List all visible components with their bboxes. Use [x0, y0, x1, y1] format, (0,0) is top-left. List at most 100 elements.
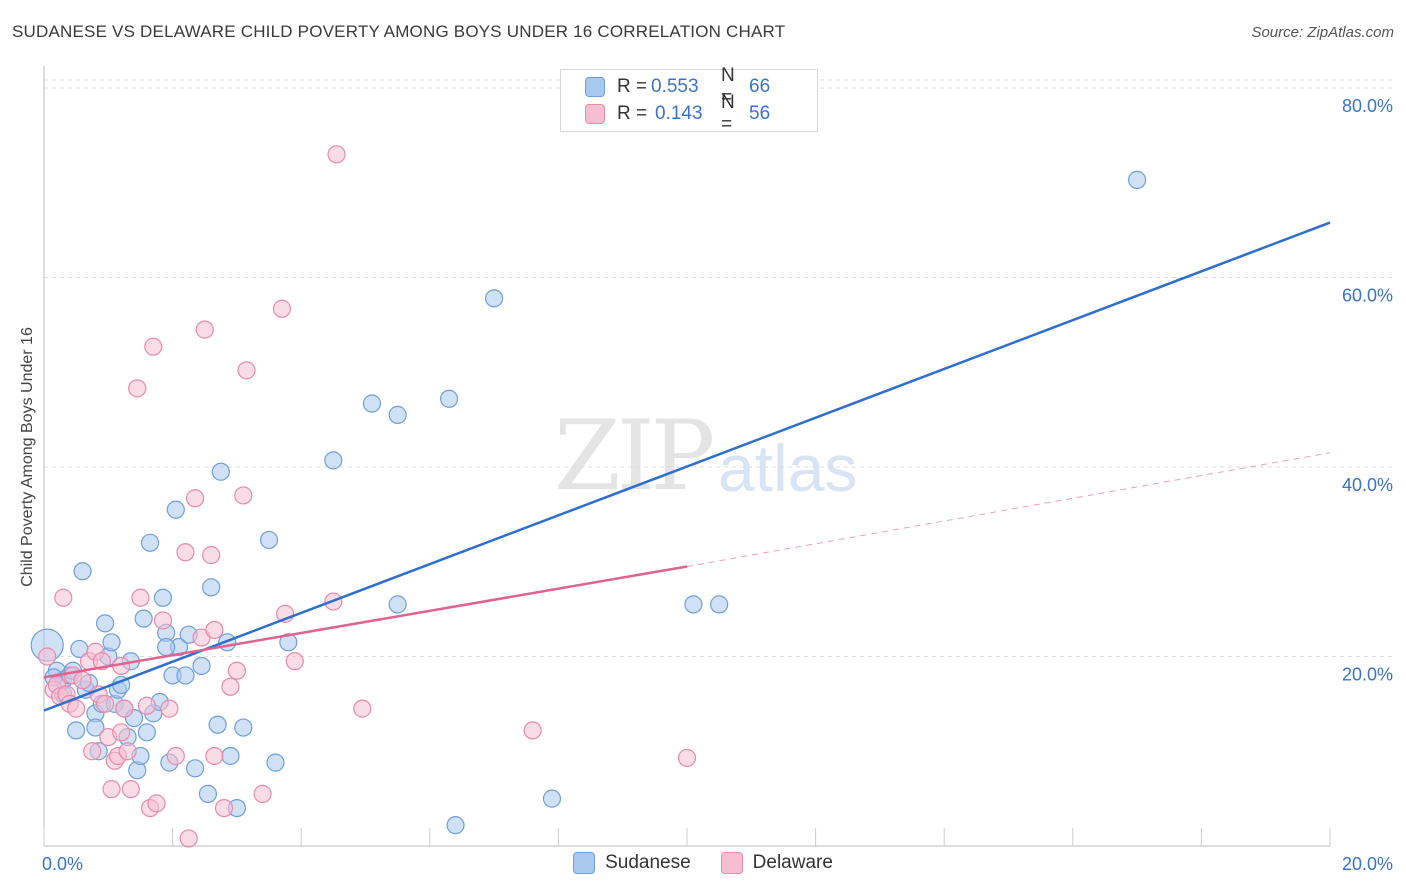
delaware-point: [67, 699, 86, 718]
sudanese-point: [208, 715, 227, 734]
legend-row-sudanese: R = 0.553 N = 66: [585, 65, 771, 108]
correlation-legend: R = 0.553 N = 66 R = 0.143 N = 56: [560, 65, 818, 135]
watermark-zip: ZIP: [554, 400, 715, 512]
delaware-point: [160, 699, 179, 718]
delaware-point: [205, 746, 224, 766]
delaware-point: [147, 794, 166, 813]
n-value: 56: [749, 103, 771, 124]
delaware-point: [118, 742, 137, 761]
sudanese-point: [388, 595, 407, 614]
sudanese-point: [86, 718, 105, 737]
delaware-point: [176, 543, 195, 562]
delaware-point: [227, 661, 246, 680]
sudanese-point: [102, 633, 121, 652]
delaware-point: [221, 677, 240, 696]
delaware-point: [38, 647, 57, 666]
r-label: R =: [617, 103, 648, 124]
delaware-point: [73, 671, 92, 690]
y-tick-label: 80.0%: [1342, 96, 1393, 116]
delaware-point: [128, 379, 147, 398]
delaware-point: [131, 588, 150, 607]
sudanese-point: [134, 609, 153, 628]
delaware-point: [115, 699, 134, 718]
sudanese-point: [176, 666, 195, 685]
r-label: R =: [617, 76, 648, 97]
sudanese-trend-line: [43, 221, 1331, 712]
delaware-point: [95, 694, 115, 713]
delaware-point: [121, 780, 140, 799]
delaware-point: [234, 486, 253, 505]
legend-row-delaware: R = 0.143 N = 56: [585, 92, 771, 135]
delaware-point: [54, 588, 73, 607]
delaware-point: [237, 361, 256, 380]
sudanese-point: [446, 816, 465, 835]
legend-item-sudanese[interactable]: Sudanese: [573, 852, 691, 874]
delaware-point: [253, 784, 272, 803]
sudanese-point: [153, 588, 173, 607]
delaware-swatch: [720, 852, 743, 874]
sudanese-point: [710, 595, 729, 614]
sudanese-point: [221, 746, 240, 766]
sudanese-point: [1127, 170, 1147, 190]
legend-label: Sudanese: [605, 852, 691, 873]
sudanese-point: [234, 718, 253, 737]
sudanese-point: [140, 533, 160, 552]
sudanese-point: [211, 462, 230, 481]
sudanese-point: [157, 637, 176, 657]
y-tick-label: 20.0%: [1342, 665, 1393, 685]
delaware-point: [353, 699, 372, 718]
delaware-trend-extension: [686, 452, 1331, 567]
delaware-point: [195, 320, 214, 339]
sudanese-point: [684, 595, 703, 614]
delaware-point: [272, 299, 292, 318]
x-tick-label: 20.0%: [1342, 854, 1393, 874]
n-label: N =: [721, 65, 735, 108]
delaware-point: [83, 742, 102, 761]
sudanese-point: [186, 759, 205, 778]
delaware-point: [285, 652, 304, 671]
delaware-point: [153, 611, 173, 630]
sudanese-swatch: [573, 852, 596, 874]
sudanese-point: [67, 721, 86, 740]
r-value: 0.553: [651, 76, 699, 97]
sudanese-point: [439, 389, 459, 408]
sudanese-point: [542, 789, 562, 808]
x-tick-label: 0.0%: [42, 854, 83, 874]
delaware-point: [186, 489, 205, 508]
delaware-point: [214, 798, 234, 818]
delaware-point: [112, 723, 131, 742]
sudanese-point: [485, 289, 504, 308]
n-label: N =: [721, 92, 735, 135]
delaware-point: [166, 746, 185, 766]
y-tick-label: 60.0%: [1342, 286, 1393, 306]
sudanese-point: [324, 451, 343, 470]
series-legend: Sudanese Delaware: [0, 852, 1406, 874]
watermark-atlas: atlas: [718, 431, 858, 505]
delaware-point: [205, 620, 224, 640]
n-value: 66: [749, 76, 771, 97]
delaware-point: [677, 748, 697, 767]
sudanese-point: [202, 578, 221, 597]
legend-item-delaware[interactable]: Delaware: [720, 852, 833, 874]
sudanese-swatch: [585, 77, 605, 97]
source-label: Source: ZipAtlas.com: [1251, 24, 1394, 41]
delaware-point: [523, 721, 542, 740]
r-value: 0.143: [655, 103, 703, 124]
sudanese-point: [388, 405, 407, 424]
legend-label: Delaware: [752, 852, 833, 873]
delaware-swatch: [585, 104, 605, 124]
sudanese-point: [279, 633, 298, 652]
delaware-trend-line: [43, 565, 688, 679]
delaware-point: [144, 337, 163, 356]
sudanese-point: [95, 614, 115, 633]
delaware-point: [102, 780, 121, 799]
chart-title: SUDANESE VS DELAWARE CHILD POVERTY AMONG…: [12, 22, 786, 41]
delaware-point: [327, 145, 346, 164]
sudanese-point: [73, 562, 92, 581]
sudanese-point: [259, 530, 279, 550]
delaware-point: [202, 546, 221, 565]
y-tick-label: 40.0%: [1342, 475, 1393, 495]
sudanese-point: [137, 723, 156, 742]
delaware-point: [179, 829, 198, 848]
